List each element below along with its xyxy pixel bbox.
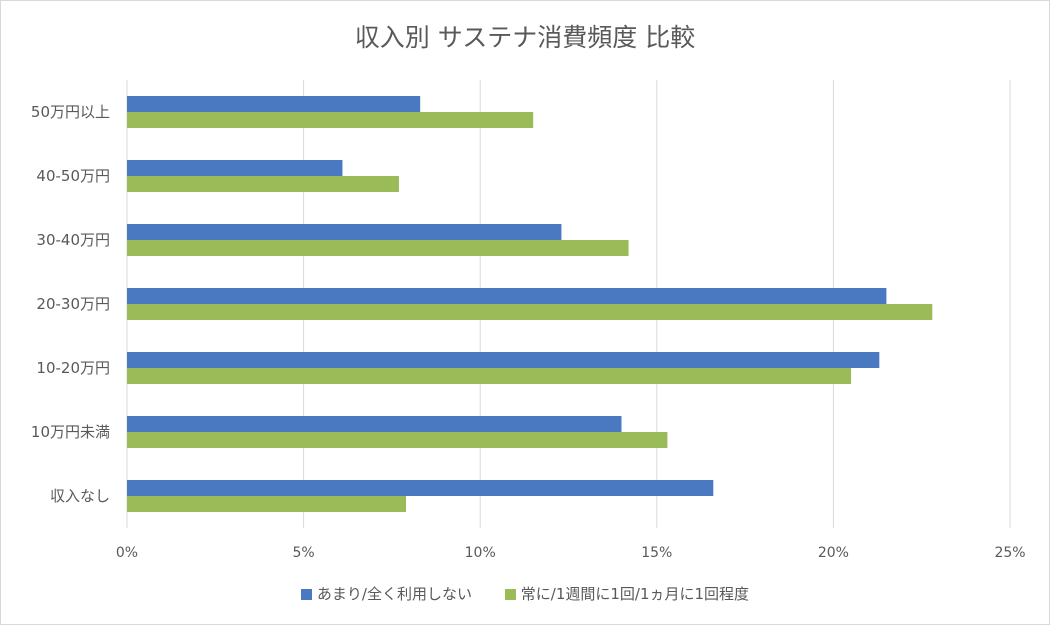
bar-series-1-4 [127,352,880,368]
bar-series-2-1 [127,176,399,192]
y-category-label: 10-20万円 [36,359,110,377]
x-tick-label: 5% [292,545,314,561]
y-category-label: 50万円以上 [31,103,110,121]
x-tick-label: 25% [994,545,1025,561]
x-tick-label: 20% [818,545,849,561]
x-tick-label: 0% [116,545,138,561]
legend-item-series-1: あまり/全く利用しない [300,583,472,604]
bar-series-2-4 [127,368,852,384]
bar-series-2-2 [127,240,629,256]
legend-swatch-series-2 [504,589,516,600]
legend-item-series-2: 常に/1週間に1回/1ヵ月に1回程度 [504,583,750,604]
y-category-label: 30-40万円 [36,231,110,249]
legend-label-series-2: 常に/1週間に1回/1ヵ月に1回程度 [520,585,750,603]
bar-series-1-5 [127,416,622,432]
y-category-label: 10万円未満 [31,423,110,441]
bar-series-2-6 [127,496,407,512]
bar-series-2-5 [127,432,668,448]
chart-title: 収入別 サステナ消費頻度 比較 [354,23,696,52]
y-category-label: 収入なし [50,487,110,505]
bar-series-1-0 [127,96,421,112]
x-tick-label: 15% [641,545,672,561]
bar-series-1-1 [127,160,343,176]
bar-series-1-2 [127,224,562,240]
bar-series-2-3 [127,304,933,320]
legend: あまり/全く利用しない 常に/1週間に1回/1ヵ月に1回程度 [0,583,1050,604]
x-tick-label: 10% [465,545,496,561]
legend-label-series-1: あまり/全く利用しない [316,585,472,603]
bar-series-1-6 [127,480,714,496]
legend-swatch-series-1 [300,589,312,600]
bar-series-1-3 [127,288,887,304]
bar-series-2-0 [127,112,534,128]
y-category-label: 20-30万円 [36,295,110,313]
y-category-label: 40-50万円 [36,167,110,185]
